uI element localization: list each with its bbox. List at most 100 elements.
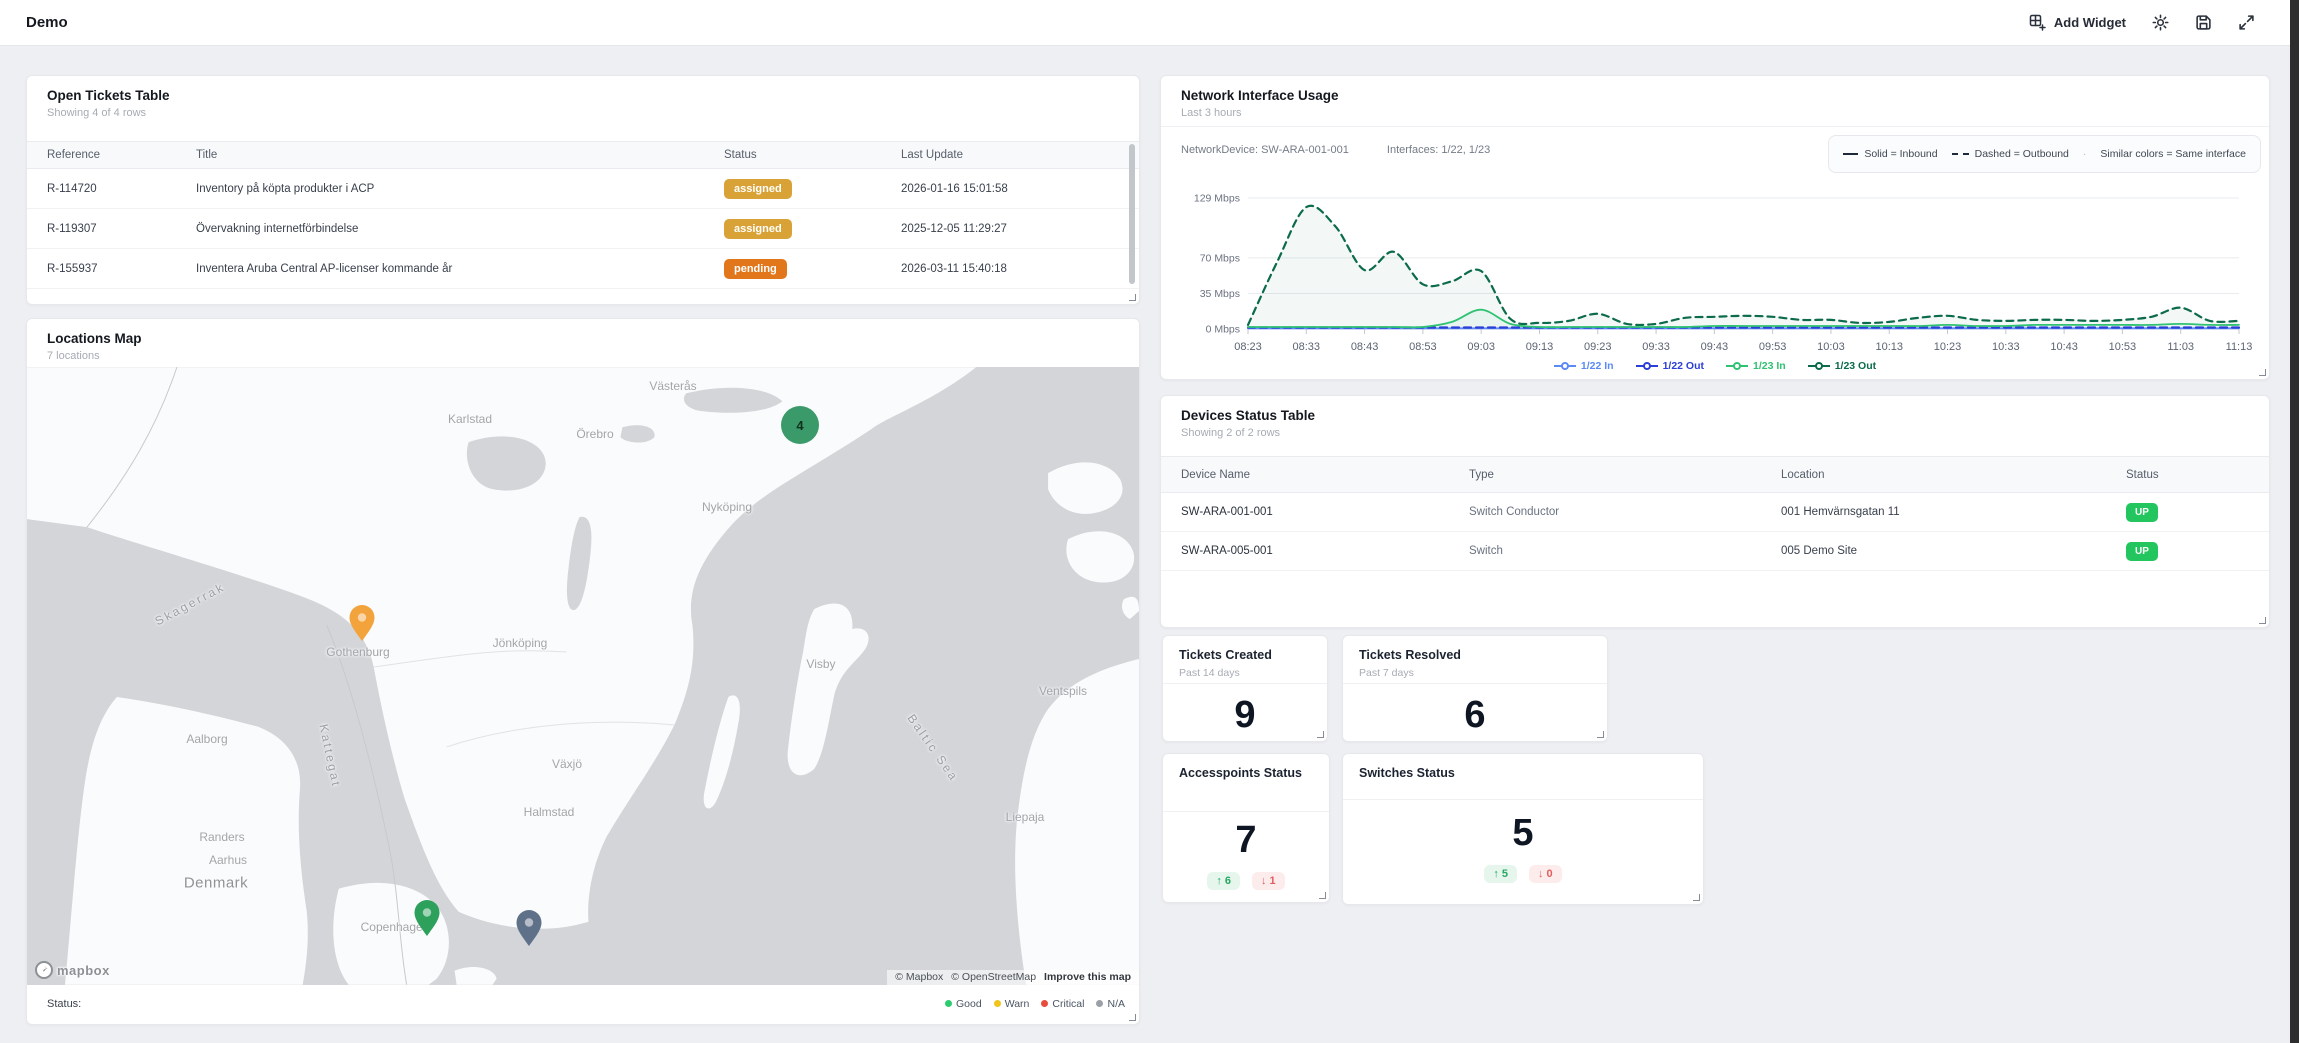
- tickets-scrollbar[interactable]: [1129, 144, 1135, 294]
- mapbox-attribution-link[interactable]: © Mapbox: [895, 971, 944, 983]
- device-status-badge: UP: [2126, 541, 2158, 561]
- save-icon: [2196, 15, 2211, 30]
- gear-icon: [2152, 14, 2169, 31]
- device-type: Switch: [1469, 545, 1503, 557]
- accesspoints-status-widget: Accesspoints Status 7 ↑ 6 ↓ 1: [1162, 753, 1330, 903]
- locations-map-title: Locations Map: [47, 331, 142, 346]
- ticket-title: Inventory på köpta produkter i ACP: [196, 182, 375, 195]
- tickets-resolved-subtitle: Past 7 days: [1359, 667, 1414, 680]
- network-info-row: NetworkDevice: SW-ARA-001-001 Interfaces…: [1181, 144, 1490, 156]
- osm-attribution-link[interactable]: © OpenStreetMap: [951, 971, 1037, 983]
- tickets-resolved-title: Tickets Resolved: [1359, 648, 1461, 662]
- svg-text:11:13: 11:13: [2226, 341, 2253, 353]
- svg-text:09:03: 09:03: [1467, 341, 1495, 353]
- resize-handle[interactable]: [1317, 731, 1324, 738]
- improve-map-link[interactable]: Improve this map: [1044, 971, 1131, 983]
- svg-text:10:03: 10:03: [1817, 341, 1845, 353]
- save-button[interactable]: [2195, 14, 2212, 31]
- resize-handle[interactable]: [1597, 731, 1604, 738]
- svg-text:08:53: 08:53: [1409, 341, 1437, 353]
- device-row: SW-ARA-001-001 Switch Conductor 001 Hemvär…: [1161, 493, 2269, 532]
- column-header-device-name: Device Name: [1181, 468, 1251, 481]
- tickets-scrollbar-thumb[interactable]: [1129, 144, 1135, 284]
- chart-legend-item[interactable]: 1/22 In: [1553, 360, 1614, 372]
- locations-map-subtitle: 7 locations: [47, 350, 100, 362]
- svg-text:08:23: 08:23: [1234, 341, 1262, 353]
- map-status-legend: Good Warn Critical N/A: [945, 998, 1125, 1010]
- status-dot: [945, 999, 952, 1007]
- open-tickets-widget: Open Tickets Table Showing 4 of 4 rows R…: [26, 75, 1140, 305]
- ticket-status-badge: pending: [724, 258, 787, 279]
- resize-handle[interactable]: [1693, 894, 1700, 901]
- switches-down-badge: ↓ 0: [1529, 865, 1562, 883]
- svg-text:70 Mbps: 70 Mbps: [1200, 252, 1240, 264]
- device-location: 005 Demo Site: [1781, 545, 1858, 557]
- ticket-title: Inventera Aruba Central AP-licenser komm…: [196, 262, 453, 275]
- resize-handle[interactable]: [1319, 892, 1326, 899]
- column-header-location: Location: [1781, 468, 1825, 481]
- svg-text:08:33: 08:33: [1293, 341, 1321, 353]
- map-cluster-marker[interactable]: 4: [781, 406, 819, 444]
- topbar: Demo Add Widget: [0, 0, 2299, 46]
- map-pin-marker[interactable]: [516, 910, 543, 951]
- ticket-reference: R-155937: [47, 262, 98, 275]
- svg-text:35 Mbps: 35 Mbps: [1200, 288, 1240, 300]
- settings-button[interactable]: [2152, 14, 2169, 31]
- status-legend-item: Good: [945, 998, 982, 1010]
- tickets-created-title: Tickets Created: [1179, 648, 1272, 662]
- devices-header-row: Device Name Type Location Status: [1161, 456, 2269, 493]
- map-resize-handle[interactable]: [1129, 1014, 1136, 1021]
- svg-text:11:03: 11:03: [2167, 341, 2194, 353]
- chart-legend-item[interactable]: 1/23 In: [1726, 360, 1786, 372]
- tickets-resize-handle[interactable]: [1129, 294, 1136, 301]
- devices-resize-handle[interactable]: [2259, 617, 2266, 624]
- switches-status-title: Switches Status: [1359, 766, 1455, 780]
- network-resize-handle[interactable]: [2259, 369, 2266, 376]
- mapbox-logo[interactable]: mapbox: [35, 961, 110, 979]
- tickets-created-value: 9: [1234, 694, 1256, 736]
- column-header-type: Type: [1469, 468, 1494, 481]
- mapbox-logo-text: mapbox: [57, 962, 110, 978]
- chart-series-legend: 1/22 In 1/22 Out 1/23 In 1/23 Out: [1161, 360, 2269, 372]
- svg-text:10:53: 10:53: [2109, 341, 2137, 353]
- network-interfaces-label: Interfaces: 1/22, 1/23: [1386, 144, 1491, 156]
- map-attribution: © Mapbox © OpenStreetMap Improve this ma…: [887, 970, 1139, 985]
- svg-text:09:13: 09:13: [1526, 341, 1554, 353]
- svg-text:0 Mbps: 0 Mbps: [1206, 324, 1240, 336]
- map-basemap: [27, 367, 1139, 985]
- map-canvas[interactable]: Västerås Karlstad Örebro Nyköping Visby Vents…: [27, 367, 1139, 985]
- tickets-header-row: Reference Title Status Last Update: [27, 141, 1139, 169]
- accesspoints-down-badge: ↓ 1: [1252, 872, 1285, 890]
- network-usage-subtitle: Last 3 hours: [1181, 107, 1242, 119]
- page-scrollbar[interactable]: [2290, 0, 2299, 1043]
- open-tickets-title: Open Tickets Table: [47, 88, 170, 103]
- network-usage-chart: 0 Mbps 35 Mbps 70 Mbps 129 Mbps 08:23 08:33 08…: [1194, 193, 2253, 354]
- tickets-resolved-value: 6: [1464, 694, 1486, 736]
- map-pin-marker[interactable]: [349, 605, 376, 646]
- map-status-label: Status:: [47, 997, 82, 1010]
- arrow-down-icon: ↓: [1538, 868, 1544, 880]
- svg-text:09:53: 09:53: [1759, 341, 1787, 353]
- add-widget-button[interactable]: Add Widget: [2029, 14, 2126, 31]
- ticket-reference: R-114720: [47, 182, 97, 195]
- chart-legend-item[interactable]: 1/23 Out: [1807, 360, 1876, 372]
- status-dot: [1041, 999, 1049, 1007]
- chart-legend-item[interactable]: 1/22 Out: [1635, 360, 1704, 372]
- fullscreen-button[interactable]: [2238, 14, 2255, 31]
- column-header-last-update: Last Update: [901, 149, 964, 161]
- accesspoints-up-badge: ↑ 6: [1207, 872, 1240, 890]
- tickets-created-widget: Tickets Created Past 14 days 9: [1162, 635, 1328, 742]
- solid-line-icon: [1843, 153, 1859, 155]
- column-header-reference: Reference: [47, 149, 101, 161]
- switches-up-badge: ↑ 5: [1484, 865, 1517, 883]
- arrow-up-icon: ↑: [1216, 875, 1222, 887]
- device-name: SW-ARA-001-001: [1181, 506, 1273, 518]
- ticket-last-update: 2025-12-05 11:29:27: [901, 222, 1007, 235]
- switches-status-value: 5: [1512, 812, 1534, 854]
- ticket-row: R-114720 Inventory på köpta produkter i A…: [27, 169, 1139, 209]
- map-pin-marker[interactable]: [414, 900, 441, 941]
- device-location: 001 Hemvärnsgatan 11: [1781, 506, 1900, 518]
- ticket-status-badge: assigned: [724, 218, 792, 239]
- device-row: SW-ARA-005-001 Switch 005 Demo Site UP: [1161, 532, 2269, 571]
- dashed-outbound-hint: Dashed = Outbound: [1951, 148, 2069, 160]
